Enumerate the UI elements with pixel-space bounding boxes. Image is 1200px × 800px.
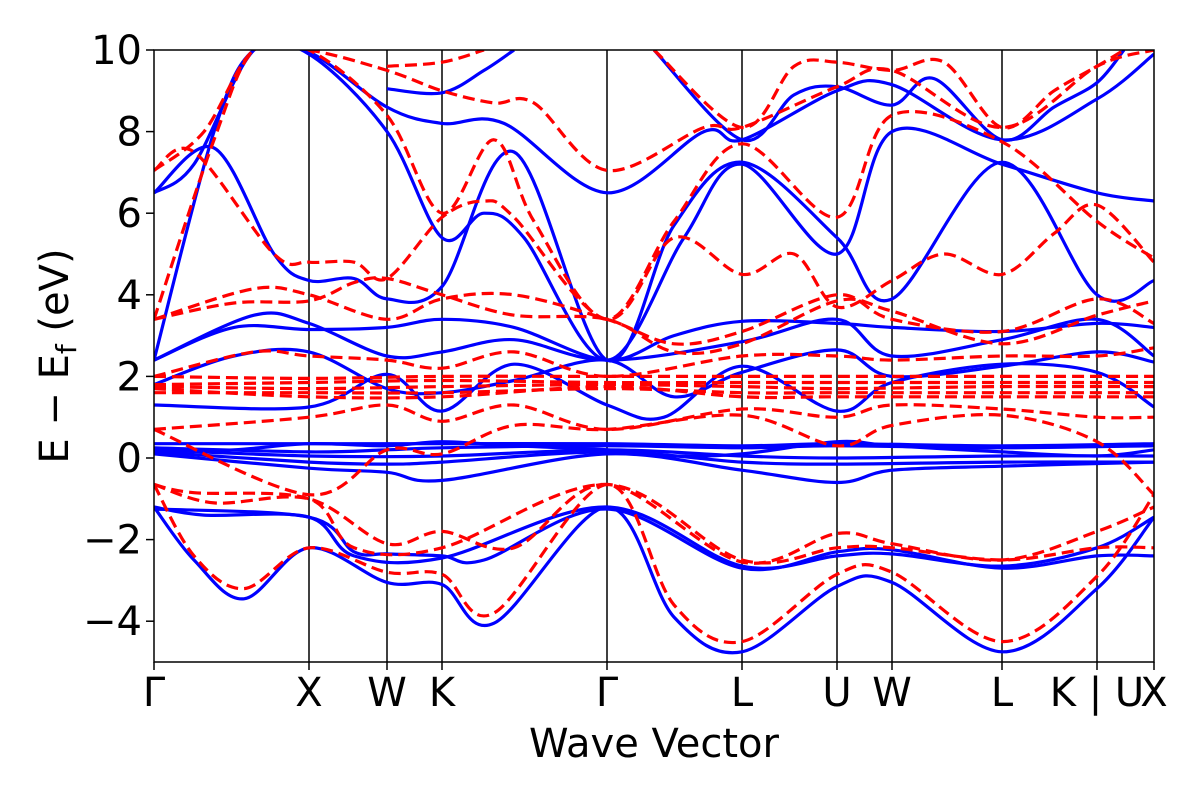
- y-tick-label-3: 2: [117, 354, 142, 400]
- x-tick-label-1: X: [295, 670, 322, 716]
- solid-band-16: [386, 50, 515, 96]
- y-tick-label-7: 10: [91, 28, 142, 74]
- dashed-band-21: [154, 413, 1154, 497]
- dashed-band-25: [154, 378, 1154, 387]
- y-tick-label-5: 6: [117, 191, 142, 237]
- dashed-band-27: [154, 403, 1154, 432]
- x-tick-label-8: L: [991, 670, 1014, 716]
- dashed-band-35: [652, 50, 1125, 130]
- plot-frame: [153, 49, 1155, 663]
- x-tick-label-6: U: [822, 670, 851, 716]
- band-series: [154, 50, 1154, 655]
- x-tick-label-9: K | U: [1050, 670, 1144, 716]
- x-tick-label-7: W: [872, 670, 912, 716]
- solid-band-8: [154, 439, 1154, 458]
- dashed-band-30: [154, 276, 1154, 356]
- solid-band-14: [154, 50, 1154, 362]
- dashed-band-24: [154, 383, 1154, 391]
- solid-band-2: [154, 507, 1154, 572]
- dashed-band-33: [154, 50, 1154, 173]
- x-tick-label-5: L: [731, 670, 754, 716]
- dashed-band-23: [154, 385, 1154, 400]
- dashed-band-34: [386, 50, 485, 68]
- y-tick-label-0: −4: [83, 599, 142, 645]
- y-axis-ticks: −4 −2 0 2 4 6 8 10: [83, 28, 154, 645]
- y-axis-label-unit: (eV): [32, 248, 78, 344]
- y-axis-label-sub: f: [50, 343, 83, 354]
- x-axis-label: Wave Vector: [529, 721, 780, 767]
- x-tick-label-3: K: [429, 670, 457, 716]
- solid-band-17: [652, 50, 1126, 143]
- solid-band-4: [154, 444, 1154, 454]
- solid-band-7: [154, 452, 1154, 485]
- dashed-band-28: [154, 346, 1154, 379]
- dashed-band-26: [154, 374, 1154, 380]
- dashed-band-20: [154, 482, 1154, 565]
- solid-band-5: [154, 448, 1154, 460]
- solid-band-15: [154, 50, 1154, 195]
- dashed-band-31: [154, 146, 1154, 321]
- dashed-band-19: [154, 482, 1154, 645]
- y-axis-label: E − Ef (eV): [32, 248, 83, 463]
- x-tick-label-2: W: [367, 670, 407, 716]
- y-tick-label-4: 4: [117, 273, 142, 319]
- x-tick-label-0: Γ: [143, 670, 166, 716]
- solid-band-1: [154, 505, 1154, 655]
- solid-band-12: [154, 311, 1154, 362]
- y-axis-label-main: E − E: [32, 354, 78, 464]
- y-tick-label-6: 8: [117, 110, 142, 156]
- y-tick-label-2: 0: [117, 436, 142, 482]
- x-tick-label-4: Γ: [596, 670, 619, 716]
- x-tick-label-10: X: [1140, 670, 1167, 716]
- y-tick-label-1: −2: [83, 518, 142, 564]
